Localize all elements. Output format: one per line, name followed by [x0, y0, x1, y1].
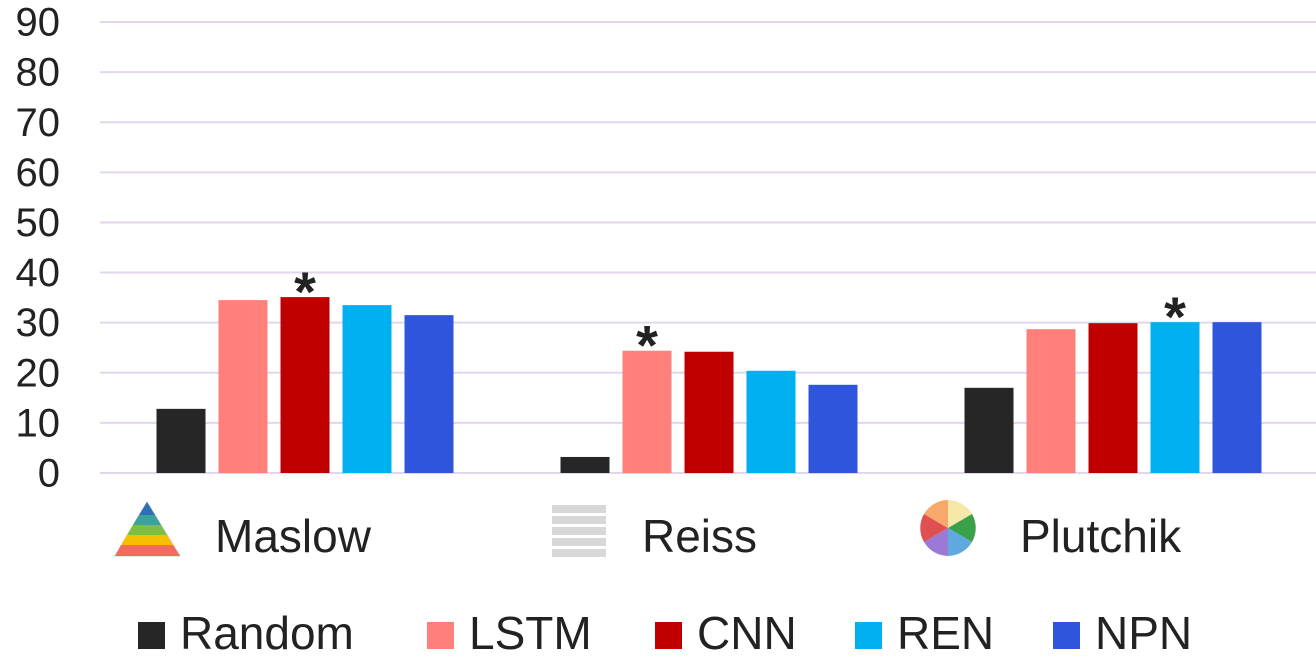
icon-list — [552, 505, 606, 557]
bar — [808, 384, 858, 473]
y-tick-label: 60 — [16, 151, 61, 195]
icon-pyramid — [114, 501, 181, 557]
legend-label: LSTM — [469, 607, 592, 659]
bar — [280, 297, 330, 473]
y-tick-label: 80 — [16, 51, 61, 95]
y-tick-label: 10 — [16, 401, 61, 445]
legend-label: REN — [897, 607, 994, 659]
y-tick-label: 20 — [16, 351, 61, 395]
legend-swatch — [427, 622, 454, 649]
legend-label: Random — [180, 607, 354, 659]
bar — [746, 370, 796, 473]
legend-swatch — [138, 622, 165, 649]
icon-wheel — [920, 500, 976, 556]
legend-swatch — [1053, 622, 1080, 649]
bar — [404, 315, 454, 473]
category-label: Reiss — [642, 510, 757, 562]
y-tick-label: 30 — [16, 301, 61, 345]
legend-swatch — [855, 622, 882, 649]
legend-swatch — [655, 622, 682, 649]
bar — [1212, 322, 1262, 473]
y-tick-label: 40 — [16, 251, 61, 295]
bar — [684, 351, 734, 473]
bar — [560, 456, 610, 473]
legend-label: CNN — [697, 607, 797, 659]
bar — [622, 350, 672, 473]
bar — [218, 300, 268, 473]
bar — [964, 387, 1014, 473]
bar — [156, 408, 206, 473]
y-tick-label: 90 — [16, 1, 61, 45]
annotation: * — [636, 314, 658, 377]
y-tick-label: 70 — [16, 101, 61, 145]
y-tick-label: 0 — [38, 452, 60, 496]
legend-label: NPN — [1095, 607, 1192, 659]
bar — [342, 305, 392, 473]
bar — [1150, 322, 1200, 473]
bar — [1026, 329, 1076, 473]
annotation: * — [1164, 285, 1186, 348]
annotation: * — [294, 260, 316, 323]
y-tick-label: 50 — [16, 201, 61, 245]
category-label: Maslow — [215, 510, 372, 562]
category-label: Plutchik — [1020, 510, 1182, 562]
bar — [1088, 323, 1138, 473]
